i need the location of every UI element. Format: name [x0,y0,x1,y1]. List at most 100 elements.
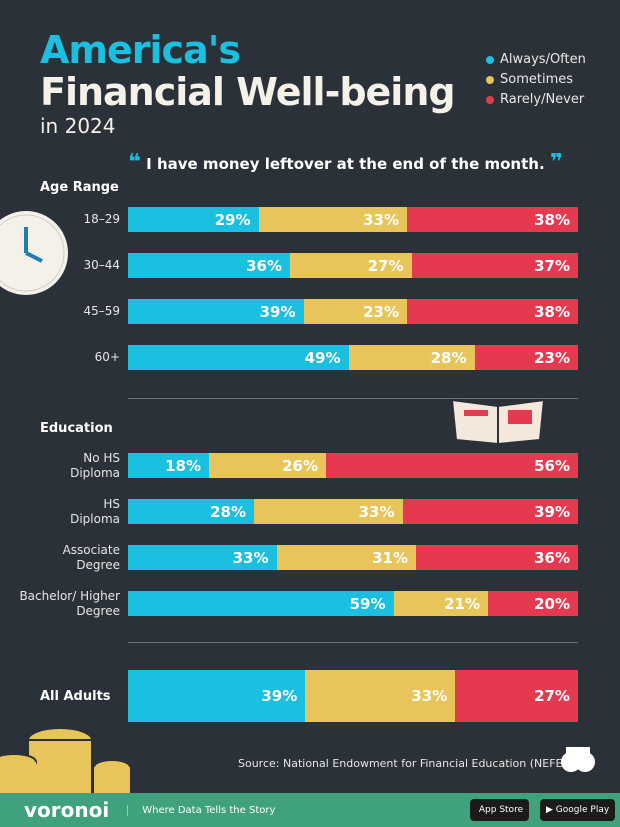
book-icon [450,398,546,446]
title-line-1: America's [40,28,241,72]
data-label: 20% [534,594,570,613]
legend: Always/Often Sometimes Rarely/Never [486,50,586,110]
bar-segment-always-often: 39% [128,670,306,722]
data-label: 39% [534,502,570,521]
app-store-button[interactable]: App Store [470,799,530,821]
play-icon: ▶ [546,805,553,815]
data-label: 27% [534,687,570,705]
category-label: All Adults [40,688,111,704]
bar-segment-always-often: 49% [128,345,349,370]
footer: voronoi Where Data Tells the Story App S… [0,793,620,827]
data-label: 49% [304,348,341,367]
source: Source: National Endowment for Financial… [238,757,567,770]
category-label: 18–29 [83,212,120,226]
data-label: 36% [534,548,570,567]
category-label: Bachelor/ Higher Degree [19,588,120,618]
bar-row: 36% 27% 37% [128,253,578,278]
data-label: 39% [259,302,296,321]
data-label: 18% [165,456,201,475]
bar-row: 59% 21% 20% [128,591,578,616]
divider [128,642,578,643]
open-quote-icon: ❝ [128,150,141,175]
data-label: 56% [534,456,570,475]
bar-segment-sometimes: 28% [348,345,475,370]
data-label: 33% [232,548,269,567]
bar-row: 29% 33% 38% [128,207,578,232]
bar-segment-rarely-never: 36% [416,545,578,570]
bar-segment-always-often: 59% [128,591,394,616]
title-line-2: Financial Well-being [40,70,456,114]
bar-segment-always-often: 36% [128,253,290,278]
google-play-button[interactable]: ▶ Google Play [540,799,616,821]
data-label: 23% [534,348,570,367]
bar-segment-rarely-never: 39% [402,499,578,524]
data-label: 23% [363,302,399,321]
bar-segment-sometimes: 23% [303,299,407,324]
bar-segment-sometimes: 33% [258,207,407,232]
category-label: No HS Diploma [70,450,120,480]
close-quote-icon: ❞ [549,150,563,175]
bar-segment-rarely-never: 27% [455,670,578,722]
bar-row: 39% 33% 27% [128,670,578,722]
data-label: 21% [444,594,480,613]
clock-icon [0,207,72,299]
bar-segment-sometimes: 33% [254,499,403,524]
data-label: 28% [210,502,246,521]
bar-row: 18% 26% 56% [128,453,578,478]
section-age-range: Age Range [40,180,119,195]
data-label: 27% [367,256,404,275]
legend-item-always: Always/Often [486,50,586,70]
bar-row: 28% 33% 39% [128,499,578,524]
tagline: Where Data Tells the Story [127,804,275,816]
data-label: 39% [261,687,298,705]
bar-segment-rarely-never: 38% [407,207,578,232]
category-label: Associate Degree [62,542,120,572]
bar-segment-rarely-never: 23% [474,345,578,370]
category-label: 60+ [94,350,120,364]
bar-segment-always-often: 33% [128,545,277,570]
legend-swatch [486,96,494,104]
category-label: 30–44 [83,258,120,272]
legend-swatch [486,76,494,84]
bar-segment-sometimes: 31% [276,545,416,570]
data-label: 26% [282,456,318,475]
category-label: 45–59 [83,304,120,318]
data-label: 38% [534,302,570,321]
data-label: 33% [363,210,399,229]
bar-row: 39% 23% 38% [128,299,578,324]
subtitle: in 2024 [40,114,116,138]
bar-segment-sometimes: 27% [290,253,412,278]
bar-segment-rarely-never: 37% [411,253,578,278]
data-label: 36% [246,256,282,275]
voronoi-logo[interactable]: voronoi [24,798,110,822]
data-label: 29% [214,210,251,229]
bar-segment-sometimes: 33% [305,670,456,722]
data-label: 38% [534,210,570,229]
bar-row: 49% 28% 23% [128,345,578,370]
bar-segment-always-often: 29% [128,207,259,232]
divider [128,398,578,399]
bar-segment-rarely-never: 56% [326,453,578,478]
bar-segment-sometimes: 21% [393,591,488,616]
coins-icon [0,727,130,794]
data-label: 31% [372,548,408,567]
legend-item-sometimes: Sometimes [486,70,586,90]
data-label: 59% [349,594,386,613]
legend-swatch [486,56,494,64]
binoculars-logo-icon [561,747,595,772]
data-label: 28% [430,348,467,367]
statement: ❝ I have money leftover at the end of th… [128,150,563,175]
section-education: Education [40,421,113,436]
bar-segment-rarely-never: 38% [407,299,578,324]
bar-segment-always-often: 28% [128,499,254,524]
bar-segment-always-often: 18% [128,453,209,478]
bar-segment-rarely-never: 20% [488,591,578,616]
data-label: 33% [358,502,395,521]
bar-segment-always-often: 39% [128,299,304,324]
data-label: 33% [411,687,448,705]
category-label: HS Diploma [70,496,120,526]
data-label: 37% [534,256,570,275]
bar-segment-sometimes: 26% [209,453,326,478]
bar-row: 33% 31% 36% [128,545,578,570]
legend-item-rarely: Rarely/Never [486,90,586,110]
